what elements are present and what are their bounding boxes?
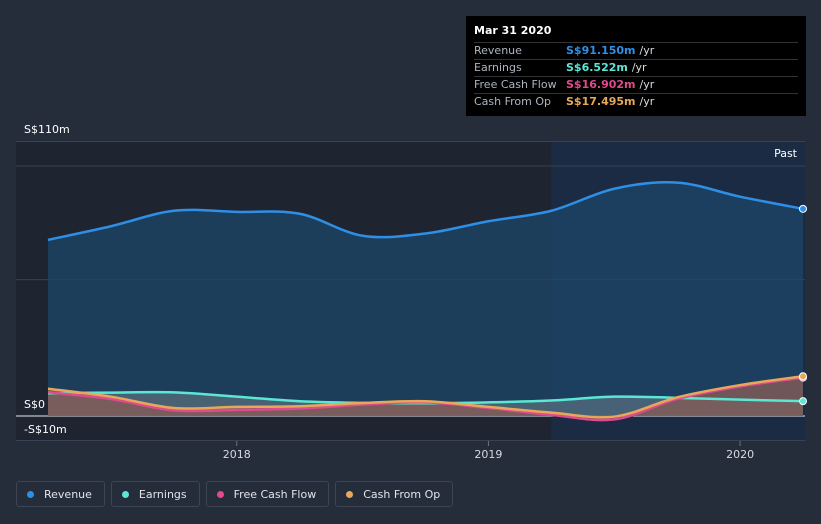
tooltip-unit: /yr [631, 61, 647, 74]
line-cash-from-op [47, 374, 804, 419]
tooltip-value: S$17.495m [566, 95, 636, 108]
tooltip-row-cash-from-op: Cash From Op S$17.495m /yr [474, 93, 798, 110]
tooltip-value: S$91.150m [566, 44, 636, 57]
tooltip-date: Mar 31 2020 [474, 24, 552, 37]
area-revenue [48, 182, 803, 416]
tooltip-label: Free Cash Flow [474, 78, 557, 91]
legend-item-revenue[interactable]: Revenue [16, 481, 105, 507]
tooltip-unit: /yr [639, 95, 655, 108]
x-tick-label: 2018 [223, 448, 251, 461]
x-tick-label: 2019 [474, 448, 502, 461]
end-point-cash-from-op [799, 372, 807, 381]
legend-label: Free Cash Flow [233, 487, 317, 501]
tooltip-row-free-cash-flow: Free Cash Flow S$16.902m /yr [474, 76, 798, 93]
tooltip-label: Revenue [474, 44, 522, 57]
legend-item-earnings[interactable]: Earnings [110, 481, 200, 507]
x-tick-label: 2020 [726, 448, 754, 461]
legend-label: Revenue [44, 487, 92, 501]
legend-item-cash-from-op[interactable]: Cash From Op [335, 481, 454, 507]
tooltip-value: S$6.522m [566, 61, 628, 74]
y-tick-label: S$110m [24, 123, 70, 136]
dot-icon [346, 490, 354, 498]
legend-item-free-cash-flow[interactable]: Free Cash Flow [205, 481, 330, 507]
y-tick-label: -S$10m [24, 423, 67, 436]
tooltip-unit: /yr [639, 44, 655, 57]
end-point-revenue [799, 204, 807, 213]
legend-label: Cash From Op [363, 487, 441, 501]
past-label: Past [774, 147, 798, 160]
data-tooltip: Mar 31 2020 Revenue S$91.150m /yr Earnin… [466, 16, 806, 116]
tooltip-row-earnings: Earnings S$6.522m /yr [474, 59, 798, 76]
tooltip-label: Earnings [474, 61, 522, 74]
end-point-earnings [799, 397, 807, 406]
legend-label: Earnings [138, 487, 187, 501]
dot-icon [27, 490, 34, 498]
chart-legend: Revenue Earnings Free Cash Flow Cash Fro… [16, 481, 454, 509]
y-tick-label: S$0 [24, 398, 45, 411]
tooltip-value: S$16.902m [566, 78, 636, 91]
dot-icon [216, 490, 224, 498]
tooltip-row-revenue: Revenue S$91.150m /yr [474, 42, 798, 59]
tooltip-unit: /yr [639, 78, 655, 91]
tooltip-label: Cash From Op [474, 95, 552, 108]
dot-icon [121, 490, 129, 498]
line-revenue [47, 181, 804, 242]
